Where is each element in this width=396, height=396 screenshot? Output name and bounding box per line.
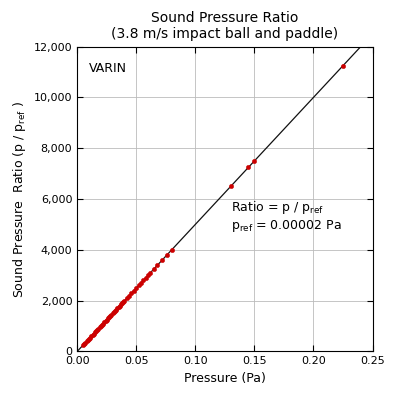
Point (147, 270, 154, 276)
Point (91, 331, 97, 337)
Point (82, 339, 89, 346)
Point (84, 338, 90, 345)
Point (131, 287, 137, 294)
Point (102, 318, 109, 324)
Point (145, 272, 151, 278)
Point (128, 290, 135, 296)
Point (164, 252, 170, 258)
Point (89, 332, 96, 338)
Point (92, 329, 98, 335)
Point (88, 333, 95, 339)
Point (124, 295, 130, 301)
Point (228, 183, 234, 190)
Point (113, 307, 119, 313)
Point (143, 275, 149, 281)
Point (140, 277, 147, 284)
Point (116, 303, 123, 309)
Point (87, 334, 93, 341)
Point (81, 341, 88, 347)
Point (159, 257, 166, 263)
Point (100, 320, 106, 327)
Y-axis label: Sound Pressure  Ratio (p / p$_\mathregular{ref}$ ): Sound Pressure Ratio (p / p$_\mathregula… (11, 101, 28, 297)
Point (154, 262, 161, 268)
Point (109, 310, 116, 316)
Point (106, 314, 112, 320)
Point (114, 305, 120, 312)
Point (94, 327, 101, 333)
X-axis label: Pressure (Pa): Pressure (Pa) (184, 372, 266, 385)
Point (105, 315, 111, 322)
Point (99, 322, 105, 328)
Point (151, 266, 157, 272)
Point (85, 337, 91, 343)
Point (340, 63, 346, 69)
Text: VARIN: VARIN (89, 62, 127, 75)
Point (112, 308, 118, 314)
Point (133, 285, 139, 291)
Point (86, 335, 92, 342)
Point (110, 309, 117, 315)
Point (97, 323, 104, 329)
Point (120, 299, 126, 305)
Point (138, 280, 144, 286)
Point (107, 313, 113, 319)
Point (101, 319, 107, 326)
Point (169, 247, 175, 253)
Point (108, 312, 114, 318)
Point (126, 292, 132, 299)
Point (119, 300, 125, 307)
Point (103, 316, 110, 323)
Text: Ratio = p / p$_\mathregular{ref}$
p$_\mathregular{ref}$ = 0.00002 Pa: Ratio = p / p$_\mathregular{ref}$ p$_\ma… (231, 199, 341, 234)
Point (135, 282, 142, 289)
Point (115, 304, 122, 310)
Point (95, 326, 102, 332)
Point (93, 328, 99, 334)
Point (251, 158, 257, 164)
Point (245, 164, 251, 170)
Title: Sound Pressure Ratio
(3.8 m/s impact ball and paddle): Sound Pressure Ratio (3.8 m/s impact bal… (111, 11, 339, 41)
Point (121, 297, 128, 304)
Point (118, 301, 124, 308)
Point (80, 342, 86, 348)
Point (97, 324, 103, 331)
